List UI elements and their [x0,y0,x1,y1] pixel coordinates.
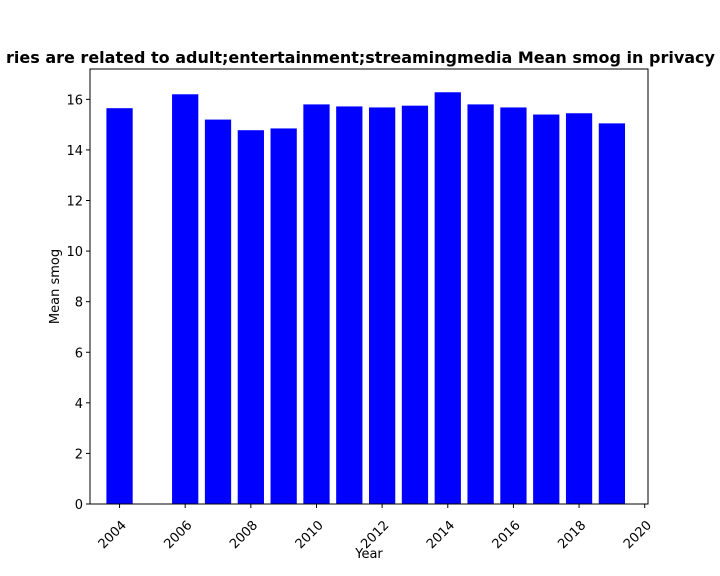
bar-2016 [500,107,527,504]
bar-2019 [598,123,626,504]
x-tick-label: 2008 [227,518,261,552]
x-tick-label: 2006 [161,518,195,552]
bar-2010 [303,104,330,504]
x-axis-label: Year [354,547,383,562]
chart-title: ries are related to adult;entertainment;… [6,48,720,67]
y-tick-label: 8 [75,296,83,311]
y-tick-label: 2 [75,447,83,462]
y-tick-label: 10 [66,245,83,260]
bar-2004 [106,108,133,504]
bar-2009 [270,128,297,504]
x-axis-ticks: 2004 2006 2008 2010 2012 2014 2016 2018 2020 [96,504,655,552]
y-tick-label: 12 [66,195,83,210]
plot-frame [89,68,649,505]
y-axis-label: Mean smog [48,249,63,324]
x-tick-label: 2010 [293,518,327,552]
bar-2006 [172,94,199,504]
bars-group [106,92,626,505]
bar-2012 [369,107,396,504]
y-tick-label: 6 [75,346,83,361]
bar-2018 [565,113,593,504]
bar-2008 [237,130,264,504]
bar-2015 [467,104,494,504]
x-tick-label: 2014 [424,518,458,552]
bar-2013 [401,105,429,504]
y-tick-label: 14 [66,144,83,159]
x-tick-label: 2020 [621,518,655,552]
y-tick-label: 16 [66,93,83,108]
bar-2014 [434,92,461,504]
bar-2017 [533,114,560,504]
bar-2007 [204,119,232,505]
y-tick-label: 0 [75,498,83,513]
x-tick-label: 2016 [490,518,524,552]
y-tick-label: 4 [75,397,83,412]
y-axis-ticks: 0 2 4 6 8 10 12 14 16 [66,93,90,513]
x-tick-label: 2018 [555,518,589,552]
bar-2011 [336,106,363,504]
x-tick-label: 2004 [96,518,130,552]
